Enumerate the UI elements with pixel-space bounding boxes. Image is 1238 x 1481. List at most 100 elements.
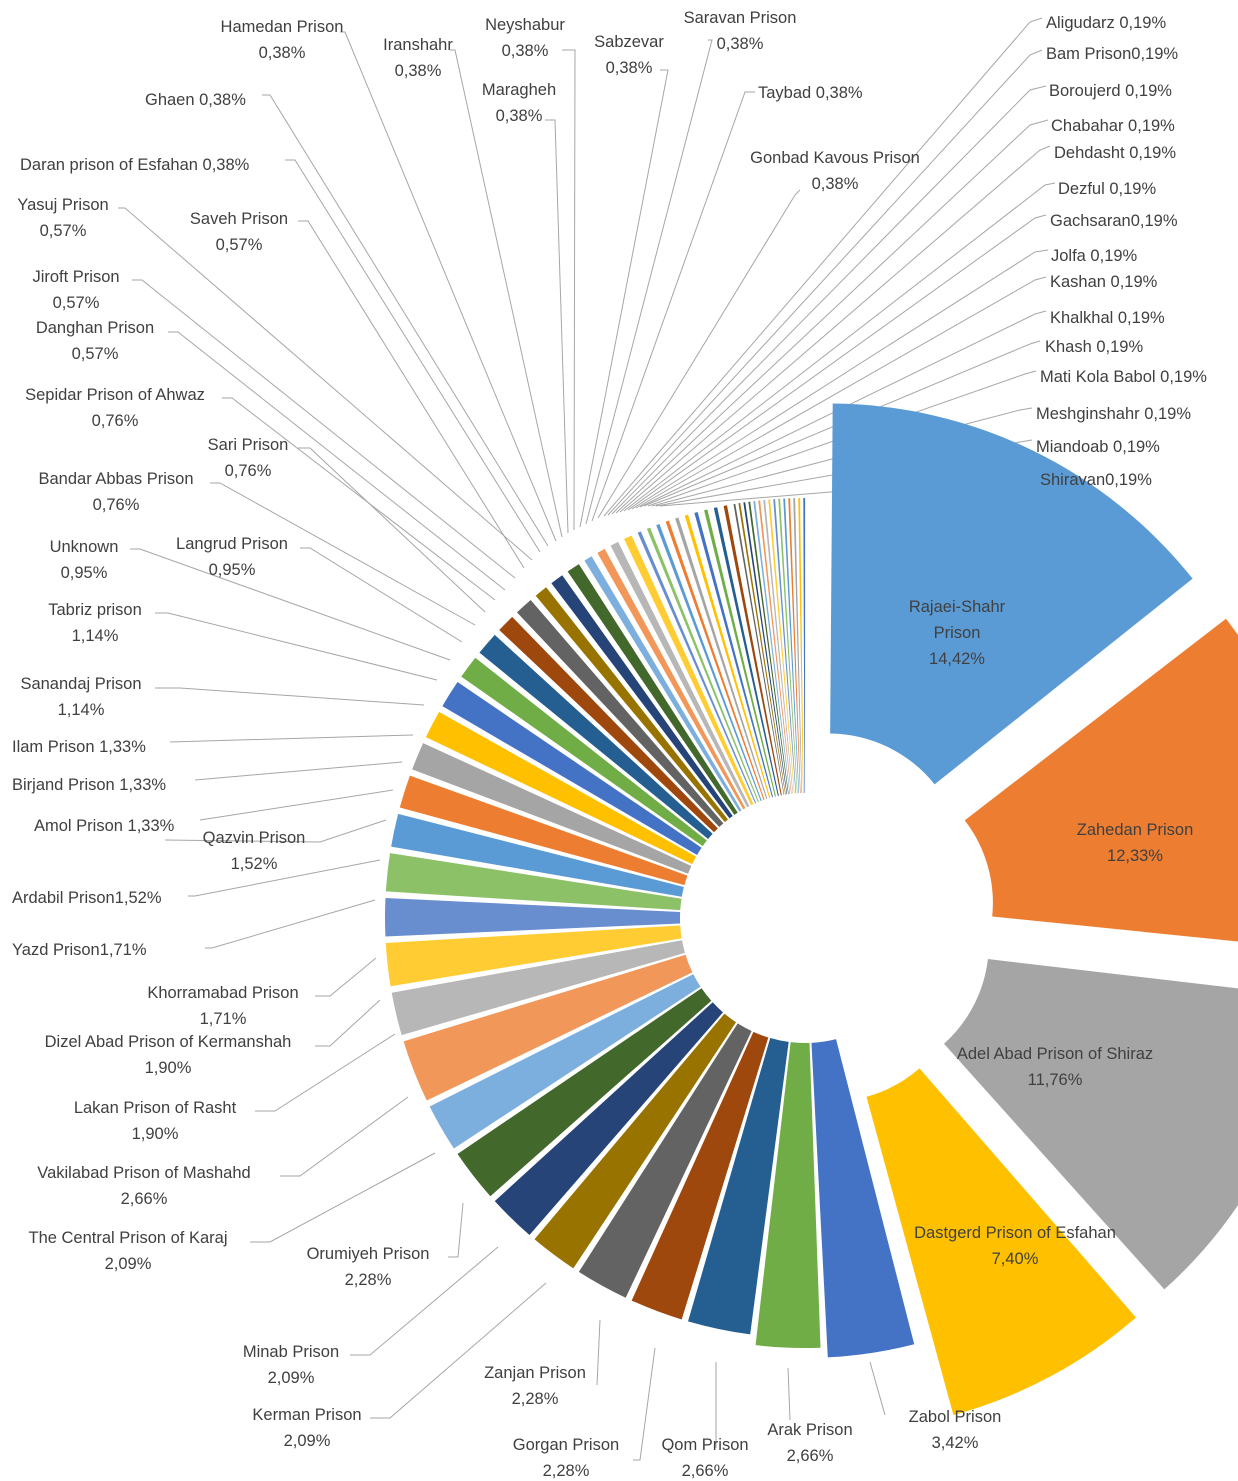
leader-line bbox=[250, 1152, 436, 1243]
pie-slice bbox=[788, 498, 801, 794]
pie-slice bbox=[793, 498, 803, 794]
slice-label-line: 0,76% bbox=[225, 462, 272, 480]
slice-label: Miandoab 0,19% bbox=[1036, 438, 1160, 456]
pie-slice bbox=[461, 657, 707, 847]
slice-label-line: Daran prison of Esfahan 0,38% bbox=[20, 156, 250, 174]
slice-label-line: Danghan Prison bbox=[36, 319, 154, 337]
slice-label: Birjand Prison 1,33% bbox=[12, 776, 166, 794]
leader-line bbox=[631, 249, 1049, 510]
slice-label-line: Sanandaj Prison bbox=[20, 675, 141, 693]
slice-label: Ardabil Prison1,52% bbox=[12, 889, 162, 907]
pie-slice bbox=[494, 1002, 723, 1235]
slice-label-line: 0,95% bbox=[61, 564, 108, 582]
leader-line bbox=[603, 17, 1043, 517]
leader-line bbox=[655, 439, 1033, 507]
slice-label-line: Khalkhal 0,19% bbox=[1050, 309, 1165, 327]
leader-line bbox=[315, 999, 381, 1047]
slice-label-line: Iranshahr bbox=[383, 36, 453, 54]
leader-line bbox=[168, 331, 506, 591]
pie-slice bbox=[551, 575, 733, 819]
pie-slice bbox=[694, 511, 774, 798]
pie-slice bbox=[391, 813, 684, 897]
slice-label: Saveh Prison 0,57% bbox=[190, 210, 288, 254]
slice-label: Khash 0,19% bbox=[1045, 338, 1143, 356]
pie-slice bbox=[748, 501, 789, 795]
slice-label: Sari Prison 0,76% bbox=[208, 436, 289, 480]
slice-label-line: Ghaen 0,38% bbox=[145, 91, 246, 109]
slice-label: Orumiyeh Prison 2,28% bbox=[307, 1245, 430, 1289]
pie-slice bbox=[584, 556, 742, 812]
slice-label-line: Taybad 0,38% bbox=[758, 84, 863, 102]
slice-label-line: 0,38% bbox=[606, 59, 653, 77]
slice-label: Meshginshahr 0,19% bbox=[1036, 405, 1191, 423]
slice-label: Sepidar Prison of Ahwaz 0,76% bbox=[25, 386, 205, 430]
slice-label: Minab Prison 2,09% bbox=[243, 1343, 339, 1387]
pie-slice bbox=[763, 499, 794, 794]
slice-label-line: Ilam Prison 1,33% bbox=[12, 738, 146, 756]
slice-label: Saravan Prison 0,38% bbox=[684, 9, 797, 53]
slice-label-line: Qazvin Prison bbox=[203, 829, 306, 847]
slice-label-line: Zabol Prison bbox=[909, 1408, 1002, 1426]
leader-line bbox=[450, 49, 563, 538]
slice-label: Ghaen 0,38% bbox=[145, 91, 246, 109]
slice-label: Khorramabad Prison 1,71% bbox=[147, 984, 298, 1028]
slice-label-line: 1,14% bbox=[58, 701, 105, 719]
slice-label: Vakilabad Prison of Mashahd 2,66% bbox=[37, 1164, 250, 1208]
pie-slice bbox=[811, 1039, 915, 1358]
pie-slice bbox=[964, 618, 1238, 942]
slice-label-line: 1,71% bbox=[200, 1010, 247, 1028]
pie-slice bbox=[798, 498, 804, 794]
pie-slice bbox=[425, 711, 697, 865]
slice-label: Mati Kola Babol 0,19% bbox=[1040, 368, 1207, 386]
slice-label-line: 2,66% bbox=[121, 1190, 168, 1208]
slice-label-line: 0,57% bbox=[40, 222, 87, 240]
pie-slice bbox=[385, 925, 682, 987]
pie-slice bbox=[412, 743, 692, 874]
slice-label: The Central Prison of Karaj 2,09% bbox=[28, 1229, 227, 1273]
pie-slice bbox=[385, 853, 682, 911]
leader-line bbox=[579, 69, 669, 528]
leader-line bbox=[298, 447, 486, 613]
slice-label-line: Saravan Prison bbox=[684, 9, 797, 27]
slice-label-line: Dastgerd Prison of Esfahan bbox=[914, 1224, 1116, 1242]
pie-slice bbox=[688, 1038, 789, 1335]
leader-line bbox=[169, 734, 414, 743]
slice-label: Kerman Prison 2,09% bbox=[252, 1406, 361, 1450]
slice-label: Shiravan0,19% bbox=[1040, 471, 1152, 489]
leader-line bbox=[611, 85, 1047, 515]
slice-label-line: Prison bbox=[934, 624, 981, 642]
pie-slice bbox=[567, 564, 738, 815]
slice-label-line: 0,57% bbox=[216, 236, 263, 254]
slice-label-line: 3,42% bbox=[932, 1434, 979, 1452]
leader-line bbox=[285, 159, 541, 553]
slice-label-line: Gonbad Kavous Prison bbox=[750, 149, 920, 167]
pie-slice bbox=[783, 498, 800, 794]
slice-label-line: 0,76% bbox=[92, 412, 139, 430]
slice-label-line: 2,66% bbox=[682, 1462, 729, 1480]
leader-line bbox=[643, 340, 1041, 507]
slice-label: Gachsaran0,19% bbox=[1050, 212, 1178, 230]
slice-label-line: 0,38% bbox=[395, 62, 442, 80]
slice-label-line: Bandar Abbas Prison bbox=[38, 470, 193, 488]
slice-label: Chabahar 0,19% bbox=[1051, 117, 1175, 135]
slice-label-line: Gachsaran0,19% bbox=[1050, 212, 1178, 230]
pie-slice bbox=[866, 1068, 1136, 1416]
slice-label: Jiroft Prison 0,57% bbox=[32, 268, 119, 312]
slice-label-line: Saveh Prison bbox=[190, 210, 288, 228]
leader-line bbox=[635, 276, 1047, 509]
slice-label: Hamedan Prison 0,38% bbox=[221, 18, 344, 62]
leader-line bbox=[300, 547, 463, 643]
slice-label: Adel Abad Prison of Shiraz 11,76% bbox=[957, 1045, 1153, 1089]
slice-label-line: Miandoab 0,19% bbox=[1036, 438, 1160, 456]
slice-label: Gorgan Prison 2,28% bbox=[513, 1436, 619, 1480]
slice-label: Zabol Prison 3,42% bbox=[909, 1408, 1002, 1452]
slice-label: Bam Prison0,19% bbox=[1046, 45, 1178, 63]
leader-line bbox=[591, 91, 755, 522]
leader-line bbox=[222, 397, 496, 601]
pie-slice bbox=[610, 541, 750, 808]
slice-label-line: 2,28% bbox=[345, 1271, 392, 1289]
slice-label-line: Boroujerd 0,19% bbox=[1049, 82, 1172, 100]
slice-label-line: Meshginshahr 0,19% bbox=[1036, 405, 1191, 423]
slice-label-line: 0,76% bbox=[93, 496, 140, 514]
pie-slice bbox=[803, 498, 806, 794]
